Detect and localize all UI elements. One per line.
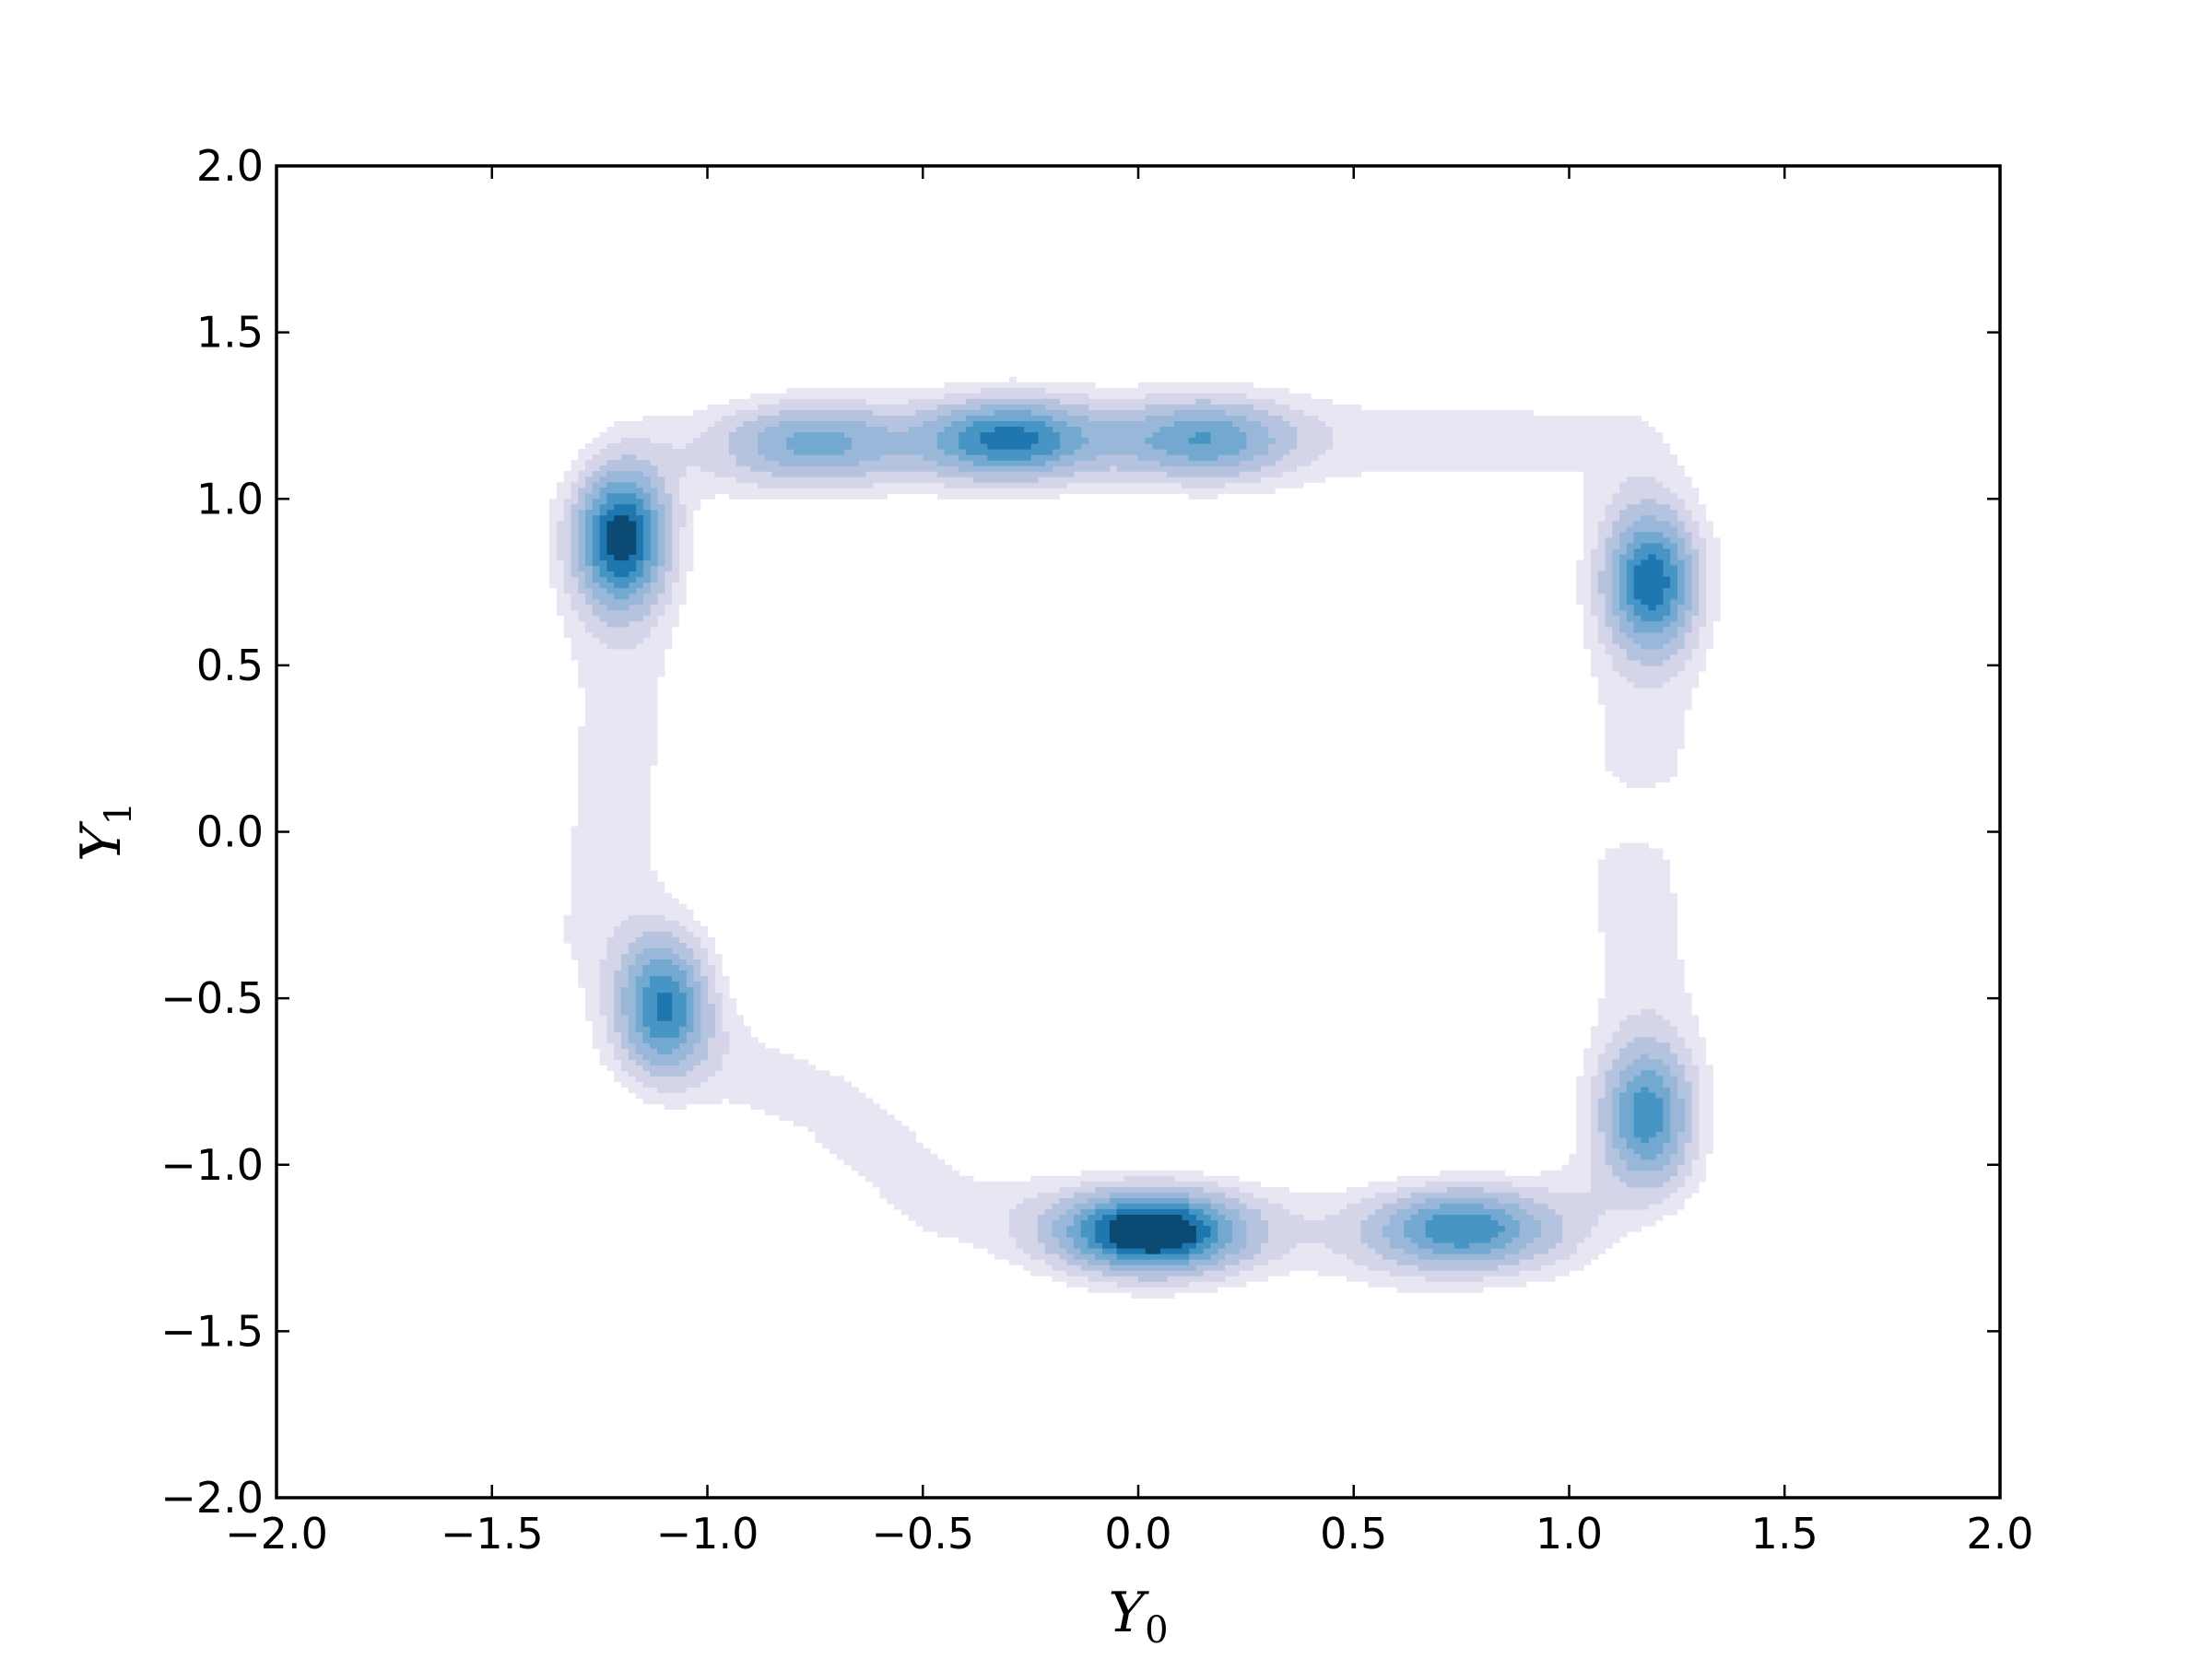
x-tick-label: 0.0: [1104, 1509, 1171, 1559]
y-tick-label: 0.0: [196, 807, 264, 857]
y-tick-label: 1.0: [196, 474, 264, 524]
y-tick-label: −1.0: [160, 1140, 264, 1190]
x-tick-label: 1.5: [1751, 1509, 1818, 1559]
y-tick-label: −1.5: [160, 1306, 264, 1356]
x-tick-label: 2.0: [1966, 1509, 2033, 1559]
x-tick-label: −1.5: [441, 1509, 544, 1559]
tick-labels: −2.0 −1.5 −1.0 −0.5 0.0 0.5 1.0 1.5 2.0 −2.0 −1.5 −…: [160, 141, 2033, 1559]
y-tick-label: −2.0: [160, 1473, 264, 1523]
x-tick-label: −0.5: [871, 1509, 974, 1559]
y-tick-label: −0.5: [160, 973, 264, 1023]
contour-level-2: [556, 387, 1707, 1288]
y-tick-label: 0.5: [196, 641, 264, 690]
x-tick-label: 0.5: [1320, 1509, 1387, 1559]
x-axis-label: Y0: [1108, 1581, 1168, 1652]
axis-ticks: [275, 164, 2002, 1500]
y-tick-label: 1.5: [196, 308, 264, 358]
x-tick-label: −1.0: [656, 1509, 759, 1559]
x-tick-label: −2.0: [225, 1509, 328, 1559]
x-tick-label: 1.0: [1535, 1509, 1603, 1559]
y-tick-label: 2.0: [196, 141, 264, 191]
y-axis-label: Y1: [69, 802, 140, 862]
contour-layers: [549, 376, 1721, 1299]
